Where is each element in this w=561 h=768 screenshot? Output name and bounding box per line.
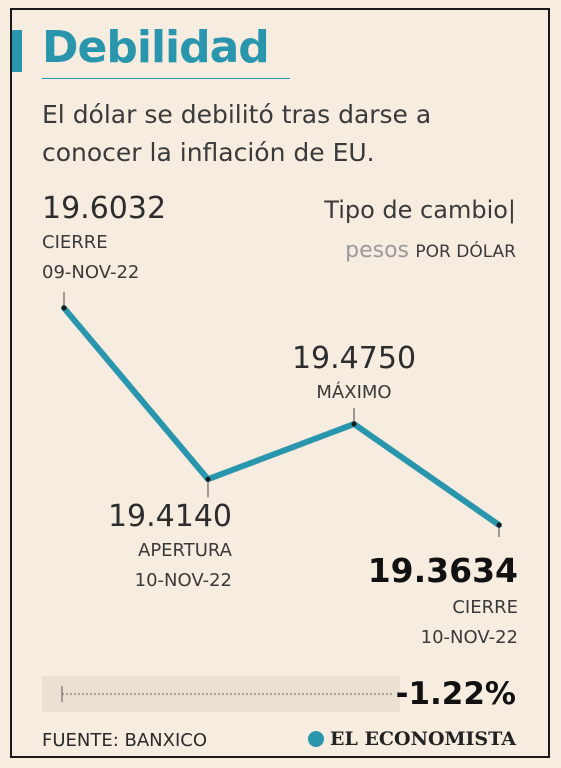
change-percent: -1.22% <box>395 676 516 712</box>
data-point <box>205 476 211 482</box>
data-point <box>496 522 502 528</box>
point-label: CIERRE <box>452 597 518 618</box>
infographic-frame: Debilidad El dólar se debilitó tras dars… <box>10 8 550 758</box>
data-point <box>61 305 67 311</box>
point-value: 19.4140 <box>108 499 232 534</box>
point-label: CIERRE <box>42 232 108 253</box>
point-label: MÁXIMO <box>316 381 391 403</box>
brand-name: EL ECONOMISTA <box>329 728 516 750</box>
unit-title: Tipo de cambio| <box>324 196 516 224</box>
point-value: 19.6032 <box>42 191 166 226</box>
point-value: 19.4750 <box>292 341 416 376</box>
source-note: FUENTE: BANXICO <box>42 730 208 751</box>
title-divider <box>42 78 290 79</box>
unit-subtitle: pesos POR DÓLAR <box>345 238 516 263</box>
change-dotted-line <box>61 686 392 702</box>
point-date: 09-NOV-22 <box>42 262 139 283</box>
unit-per: POR DÓLAR <box>415 242 516 262</box>
page-title: Debilidad <box>42 22 270 73</box>
logo-icon <box>307 731 324 747</box>
subtitle: El dólar se debilitó tras darse a conoce… <box>42 100 432 167</box>
point-value: 19.3634 <box>368 551 518 590</box>
brand-logo: EL ECONOMISTA <box>307 728 516 750</box>
exchange-rate-chart: 19.6032 CIERRE 09-NOV-22 19.4140 APERTURA 10-… <box>42 191 518 648</box>
data-point <box>351 421 357 427</box>
unit-currency: pesos <box>345 238 410 263</box>
title-accent-bar <box>12 30 22 72</box>
series-line <box>61 305 502 528</box>
change-bar <box>42 676 400 712</box>
point-label: APERTURA <box>138 540 233 561</box>
point-date: 10-NOV-22 <box>135 570 232 591</box>
point-date: 10-NOV-22 <box>421 627 518 648</box>
